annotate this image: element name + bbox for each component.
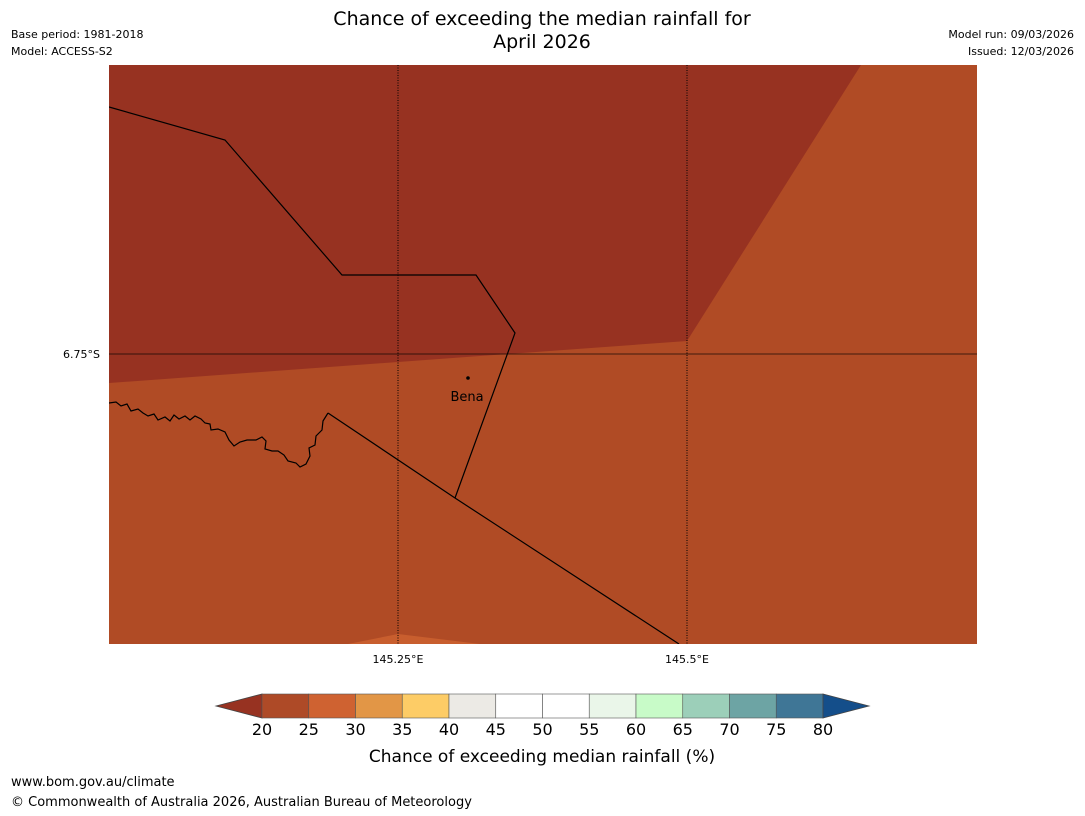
region-light-patch xyxy=(348,634,480,644)
colorbar-tick-label: 55 xyxy=(579,720,599,739)
chart-title: Chance of exceeding the median rainfall … xyxy=(242,8,842,54)
colorbar-under-arrow xyxy=(214,693,263,719)
colorbar-segment xyxy=(261,693,310,719)
colorbar: 20 25 30 35 40 45 50 55 60 65 70 75 80 Chance of exc… xyxy=(214,693,871,767)
colorbar-segments xyxy=(261,693,824,719)
colorbar-title: Chance of exceeding median rainfall (%) xyxy=(369,747,715,767)
colorbar-tick-label: 35 xyxy=(392,720,412,739)
colorbar-segment xyxy=(448,693,497,719)
meta-right: Model run: 09/03/2026 Issued: 12/03/2026 xyxy=(948,26,1074,60)
model-name: Model: ACCESS-S2 xyxy=(11,45,113,58)
colorbar-tick-label: 65 xyxy=(673,720,693,739)
colorbar-segment xyxy=(401,693,450,719)
lon-label-2: 145.5°E xyxy=(665,653,709,666)
coastline-border xyxy=(109,401,329,468)
province-boundary-north xyxy=(109,106,516,499)
colorbar-tick-label: 45 xyxy=(486,720,506,739)
colorbar-segment xyxy=(355,693,403,719)
footer-copyright: © Commonwealth of Australia 2026, Austra… xyxy=(11,795,472,810)
colorbar-tick-label: 30 xyxy=(345,720,365,739)
base-period: Base period: 1981-2018 xyxy=(11,28,144,41)
title-line-2: April 2026 xyxy=(493,31,591,53)
colorbar-tick-label: 50 xyxy=(532,720,552,739)
colorbar-segment xyxy=(682,693,730,719)
colorbar-tick-label: 20 xyxy=(252,720,272,739)
lat-label: 6.75°S xyxy=(63,348,100,361)
colorbar-segment xyxy=(588,693,637,719)
colorbar-segment xyxy=(495,693,543,719)
region-dark xyxy=(109,65,861,383)
colorbar-segment xyxy=(308,693,356,719)
colorbar-segment xyxy=(542,693,590,719)
meta-left: Base period: 1981-2018 Model: ACCESS-S2 xyxy=(11,26,143,60)
town-dot xyxy=(466,376,470,380)
colorbar-tick-label: 80 xyxy=(813,720,833,739)
map-area xyxy=(109,65,977,644)
town-marker: Bena xyxy=(450,376,484,405)
colorbar-tick-labels: 20 25 30 35 40 45 50 55 60 65 70 75 80 xyxy=(252,720,833,739)
town-label: Bena xyxy=(450,390,483,405)
colorbar-tick-label: 75 xyxy=(766,720,786,739)
colorbar-segment xyxy=(729,693,777,719)
colorbar-segment xyxy=(635,693,684,719)
title-line-1: Chance of exceeding the median rainfall … xyxy=(333,8,751,30)
colorbar-tick-label: 40 xyxy=(439,720,459,739)
colorbar-over-arrow xyxy=(822,693,871,719)
lon-label-1: 145.25°E xyxy=(373,653,424,666)
colorbar-tick-label: 70 xyxy=(719,720,739,739)
colorbar-tick-label: 60 xyxy=(626,720,646,739)
province-boundary-south xyxy=(327,412,680,644)
model-run: Model run: 09/03/2026 xyxy=(948,28,1074,41)
issued-date: Issued: 12/03/2026 xyxy=(967,45,1074,58)
colorbar-segment xyxy=(775,693,824,719)
colorbar-tick-label: 25 xyxy=(299,720,319,739)
footer-url: www.bom.gov.au/climate xyxy=(11,775,175,790)
